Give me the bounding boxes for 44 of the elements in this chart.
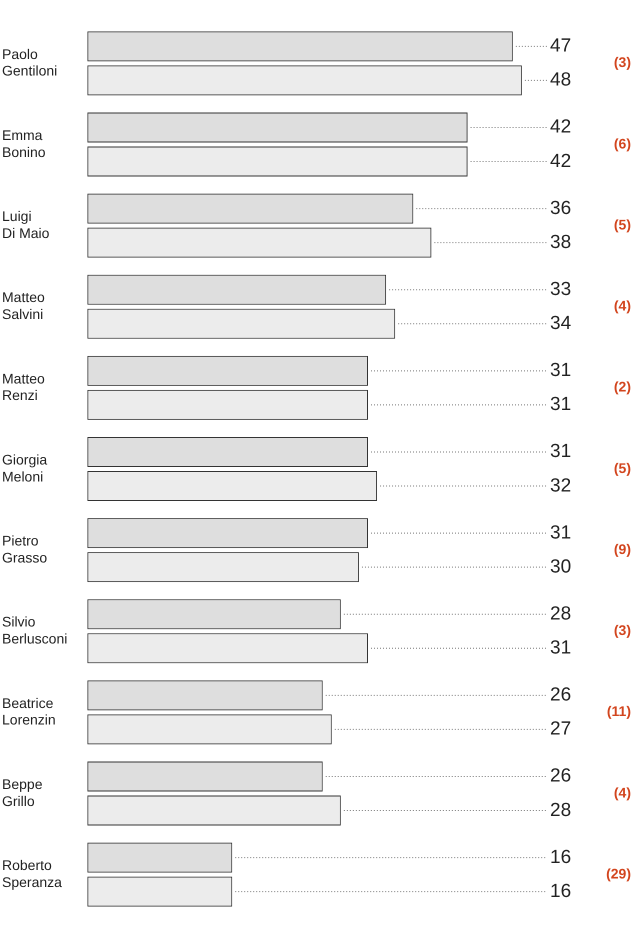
text: (4) bbox=[614, 784, 631, 800]
data-label: 16 bbox=[550, 880, 572, 902]
data-label: 31 bbox=[550, 441, 572, 462]
data-label: 28 bbox=[550, 800, 572, 821]
text: (4) bbox=[614, 298, 631, 314]
data-label: 38 bbox=[550, 232, 572, 253]
data-label: 27 bbox=[550, 718, 572, 740]
data-label: 31 bbox=[550, 522, 572, 544]
data-label: 33 bbox=[550, 278, 572, 300]
text: (6) bbox=[614, 135, 631, 152]
y-tick-label: Matteo Salvini bbox=[2, 289, 46, 322]
data-label: 47 bbox=[550, 36, 572, 57]
text: (29) bbox=[606, 865, 631, 882]
data-label: 28 bbox=[550, 603, 572, 624]
data-label: 36 bbox=[550, 198, 572, 219]
text: (3) bbox=[614, 54, 631, 70]
data-label: 31 bbox=[550, 360, 572, 382]
data-label: 48 bbox=[550, 70, 572, 91]
y-tick-label: Roberto Speranza bbox=[2, 857, 62, 890]
text: (11) bbox=[606, 703, 631, 720]
y-tick-label: Silvio Berlusconi bbox=[2, 614, 68, 647]
y-tick-label: Giorgia Meloni bbox=[2, 451, 48, 484]
data-label: 30 bbox=[550, 556, 572, 578]
y-tick-label: Matteo Renzi bbox=[2, 370, 46, 404]
data-label: 42 bbox=[550, 116, 572, 138]
text: (2) bbox=[614, 378, 631, 395]
text: (5) bbox=[614, 216, 631, 232]
data-label: 34 bbox=[550, 313, 572, 334]
data-label: 31 bbox=[550, 638, 572, 659]
y-tick-label: Beatrice Lorenzin bbox=[2, 694, 56, 728]
y-tick-label: Pietro Grasso bbox=[2, 532, 48, 566]
text: (9) bbox=[614, 540, 631, 557]
data-label: 16 bbox=[550, 846, 572, 868]
text: (5) bbox=[614, 460, 631, 476]
data-label: 26 bbox=[550, 766, 572, 787]
data-label: 42 bbox=[550, 150, 572, 172]
data-label: 26 bbox=[550, 684, 572, 706]
data-label: 32 bbox=[550, 475, 572, 496]
y-tick-label: Emma Bonino bbox=[2, 126, 46, 160]
y-tick-label: Beppe Grillo bbox=[2, 776, 43, 809]
y-tick-label: Luigi Di Maio bbox=[2, 208, 50, 241]
data-label: 31 bbox=[550, 394, 572, 416]
text: (3) bbox=[614, 622, 631, 638]
y-tick-label: Paolo Gentiloni bbox=[2, 46, 58, 79]
